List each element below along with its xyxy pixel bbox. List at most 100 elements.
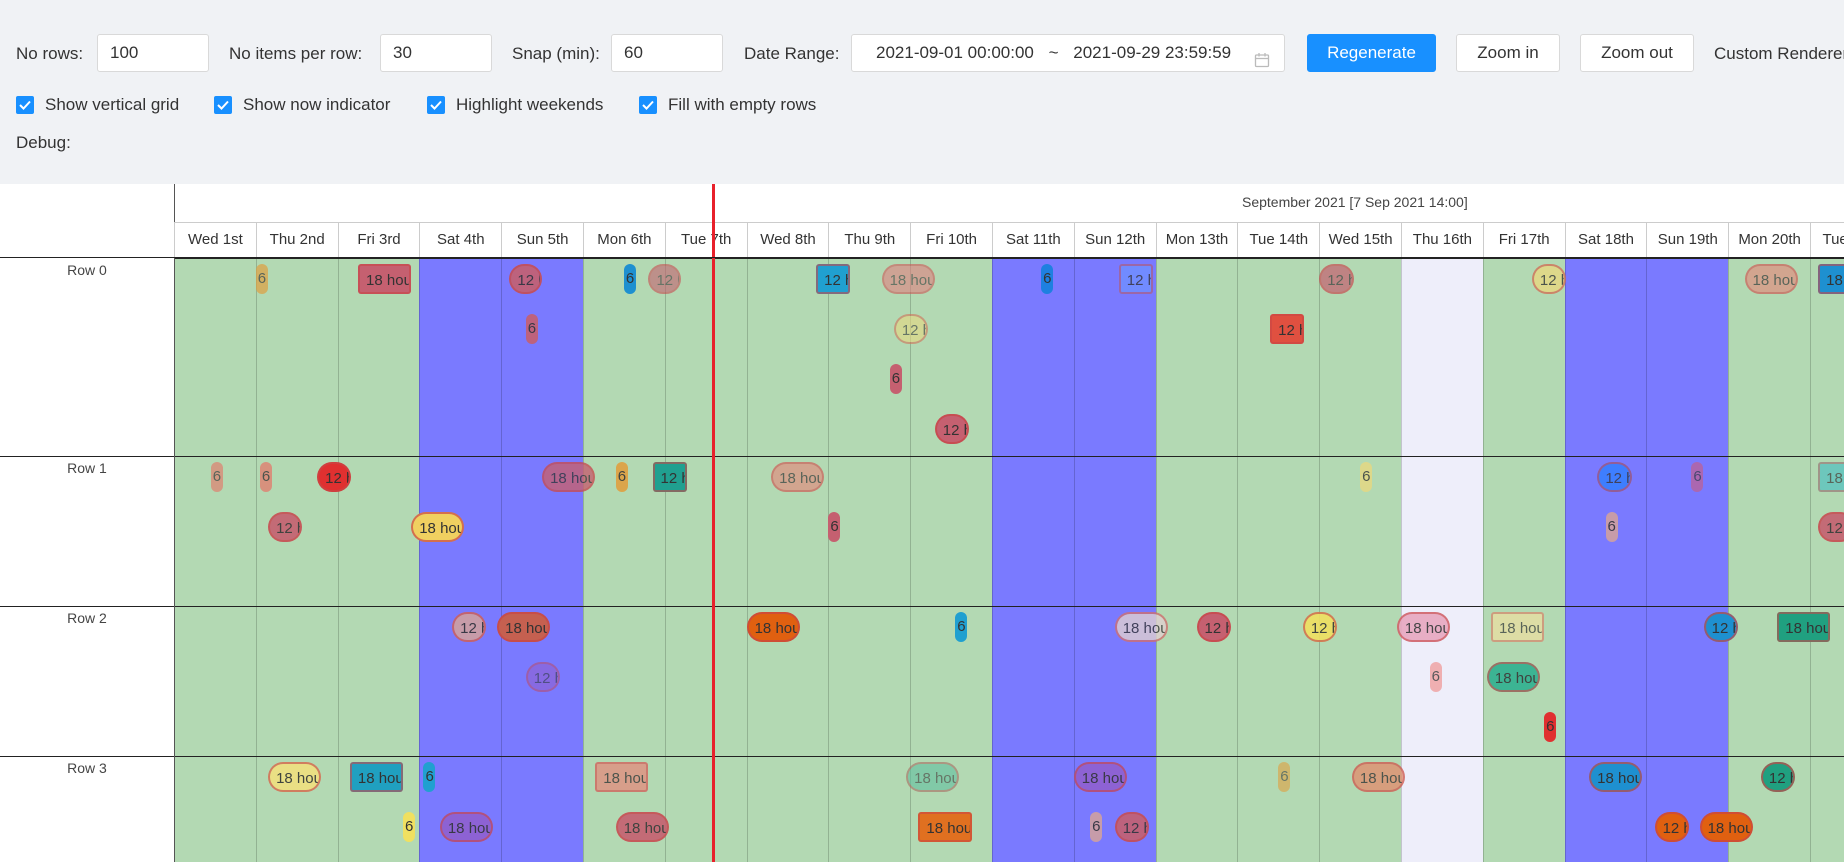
timeline-item[interactable]: 12 h <box>816 264 851 294</box>
timeline-item[interactable]: 18 hours <box>1486 662 1541 692</box>
day-column[interactable] <box>174 258 256 862</box>
highlight-weekends-checkbox[interactable]: Highlight weekends <box>427 95 603 115</box>
timeline-item[interactable]: 12 h <box>1654 812 1689 842</box>
timeline-item[interactable]: 18 hours <box>542 462 596 492</box>
checkbox-checked-icon[interactable] <box>16 96 34 114</box>
timeline-item[interactable]: 18 hours <box>411 512 465 542</box>
day-column[interactable] <box>1401 258 1483 862</box>
timeline-item[interactable]: 12 h <box>525 662 561 692</box>
calendar-icon[interactable] <box>1254 45 1270 81</box>
timeline-item[interactable]: 12 h <box>1196 612 1231 642</box>
timeline-item[interactable]: 6 <box>259 462 272 492</box>
timeline-item[interactable]: 18 hours <box>1114 612 1168 642</box>
timeline-item[interactable]: 12 h <box>317 462 352 492</box>
timeline-item[interactable]: 12 h <box>652 462 687 492</box>
day-column[interactable] <box>1810 258 1844 862</box>
day-column[interactable] <box>828 258 911 862</box>
timeline-item[interactable]: 18 hours <box>1699 812 1753 842</box>
day-column[interactable] <box>664 258 747 862</box>
timeline-item[interactable]: 18 hours <box>746 612 800 642</box>
timeline-item[interactable]: 12 h <box>1114 812 1150 842</box>
timeline-item[interactable]: 6 <box>1429 662 1442 692</box>
date-range-picker[interactable]: 2021-09-01 00:00:00 ~ 2021-09-29 23:59:5… <box>851 34 1285 72</box>
timeline-item[interactable]: 18 h <box>1818 462 1844 492</box>
day-column[interactable] <box>910 258 992 862</box>
timeline-item[interactable]: 6 <box>1605 512 1618 542</box>
timeline-item[interactable]: 12 h <box>934 414 970 444</box>
timeline-item[interactable]: 18 hours <box>881 264 935 294</box>
rows-input[interactable]: 100 <box>97 34 209 72</box>
timeline-item[interactable]: 18 hours <box>1073 762 1127 792</box>
timeline-item[interactable]: 18 hours <box>906 762 960 792</box>
timeline-item[interactable]: 18 hours <box>771 462 825 492</box>
timeline-item[interactable]: 6 <box>1691 462 1704 492</box>
checkbox-checked-icon[interactable] <box>427 96 445 114</box>
timeline-item[interactable]: 12 h <box>1118 264 1154 294</box>
zoom-in-button[interactable]: Zoom in <box>1456 34 1560 72</box>
day-column[interactable] <box>1319 258 1401 862</box>
timeline-item[interactable]: 12 h <box>1531 264 1567 294</box>
zoom-out-button[interactable]: Zoom out <box>1580 34 1694 72</box>
day-column[interactable] <box>1564 258 1647 862</box>
timeline-item[interactable]: 18 hours <box>918 812 972 842</box>
timeline-item[interactable]: 12 h <box>1597 462 1632 492</box>
checkbox-checked-icon[interactable] <box>214 96 232 114</box>
timeline-item[interactable]: 18 hours <box>595 762 649 792</box>
day-column[interactable] <box>501 258 583 862</box>
timeline-item[interactable]: 12 h <box>452 612 487 642</box>
regenerate-button[interactable]: Regenerate <box>1307 34 1436 72</box>
timeline-item[interactable]: 6 <box>1544 712 1557 742</box>
timeline-item[interactable]: 12 h <box>1270 314 1305 344</box>
custom-renderer-label[interactable]: Custom Renderer <box>1714 44 1844 63</box>
day-column[interactable] <box>419 258 502 862</box>
timeline-item[interactable]: 18 hours <box>615 812 669 842</box>
timeline-item[interactable]: 18 hours <box>1744 264 1798 294</box>
timeline-item[interactable]: 6 <box>403 812 416 842</box>
timeline-item[interactable]: 6 <box>1278 762 1291 792</box>
checkbox-checked-icon[interactable] <box>639 96 657 114</box>
day-column[interactable] <box>992 258 1074 862</box>
fill-empty-rows-checkbox[interactable]: Fill with empty rows <box>639 95 816 115</box>
timeline-item[interactable]: 6 <box>828 512 841 542</box>
timeline-item[interactable]: 12 h <box>648 264 682 294</box>
timeline-item[interactable]: 6 <box>525 314 538 344</box>
show-now-indicator-checkbox[interactable]: Show now indicator <box>214 95 390 115</box>
day-column[interactable] <box>1237 258 1320 862</box>
timeline-item[interactable]: 12 h <box>509 264 543 294</box>
day-column[interactable] <box>255 258 338 862</box>
timeline-item[interactable]: 6 <box>255 264 268 294</box>
day-column[interactable] <box>583 258 665 862</box>
timeline-item[interactable]: 6 <box>210 462 223 492</box>
timeline-item[interactable]: 12 h <box>1302 612 1338 642</box>
timeline-item[interactable]: 18 h <box>1818 264 1844 294</box>
timeline-item[interactable]: 6 <box>615 462 628 492</box>
timeline-item[interactable]: 18 hours <box>349 762 404 792</box>
timeline-item[interactable]: 12 h <box>1703 612 1738 642</box>
day-column[interactable] <box>746 258 829 862</box>
timeline-item[interactable]: 6 <box>955 612 968 642</box>
day-column[interactable] <box>337 258 420 862</box>
timeline-item[interactable]: 6 <box>1041 264 1054 294</box>
day-column[interactable] <box>1482 258 1565 862</box>
day-column[interactable] <box>1073 258 1156 862</box>
timeline-item[interactable]: 6 <box>423 762 436 792</box>
timeline-item[interactable]: 18 hours <box>1589 762 1643 792</box>
items-input[interactable]: 30 <box>380 34 492 72</box>
timeline-item[interactable]: 12 h <box>1760 762 1796 792</box>
timeline-item[interactable]: 18 hours <box>1777 612 1831 642</box>
timeline-item[interactable]: 18 hours <box>1490 612 1545 642</box>
snap-input[interactable]: 60 <box>611 34 723 72</box>
show-vertical-grid-checkbox[interactable]: Show vertical grid <box>16 95 179 115</box>
range-start[interactable]: 2021-09-01 00:00:00 <box>876 43 1034 62</box>
range-end[interactable]: 2021-09-29 23:59:59 <box>1073 43 1232 62</box>
timeline-item[interactable]: 6 <box>1360 462 1373 492</box>
timeline-item[interactable]: 6 <box>1090 812 1103 842</box>
timeline-item[interactable]: 12 h <box>1319 264 1354 294</box>
day-column[interactable] <box>1646 258 1729 862</box>
timeline-item[interactable]: 18 hours <box>1351 762 1406 792</box>
timeline-item[interactable]: 12 h <box>1818 512 1844 542</box>
day-column[interactable] <box>1155 258 1238 862</box>
timeline-item[interactable]: 6 <box>889 364 902 394</box>
